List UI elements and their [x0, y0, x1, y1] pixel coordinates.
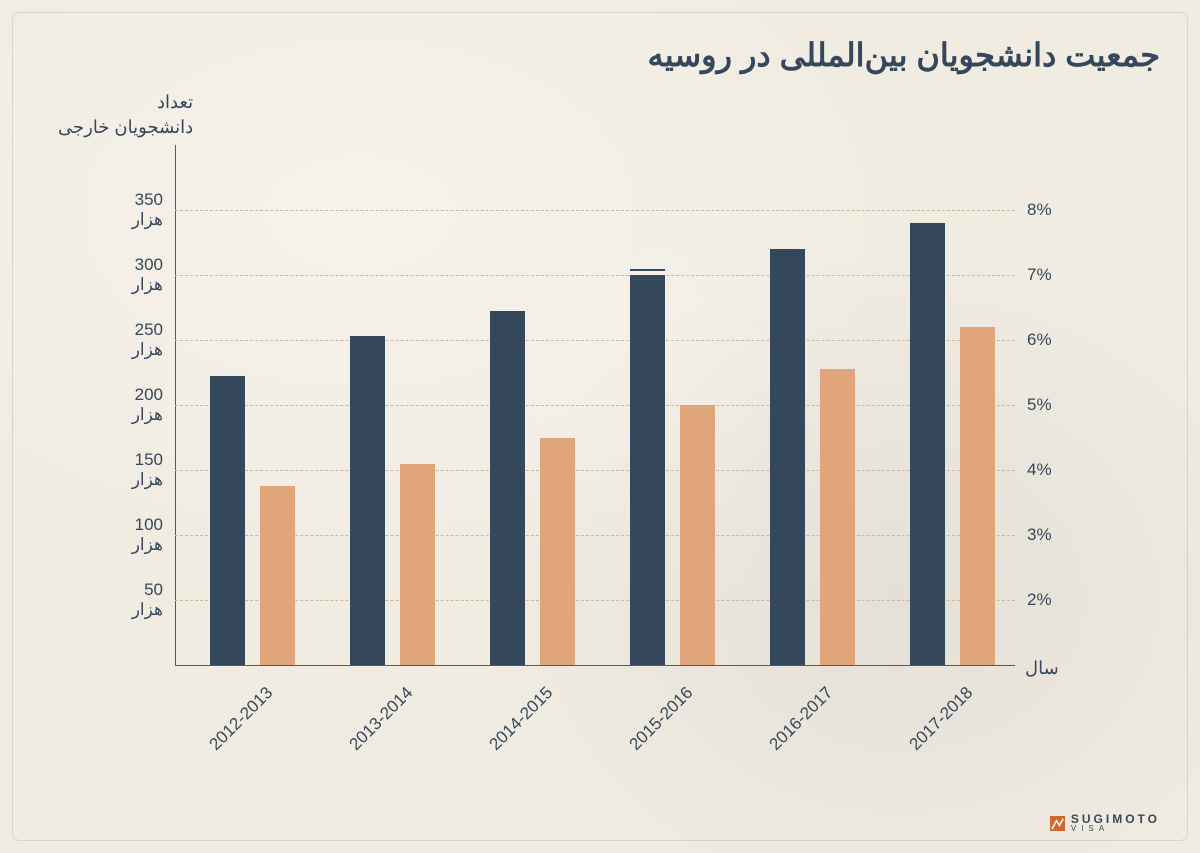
logo-text-bottom: VISA: [1071, 825, 1160, 833]
bar-count: [210, 376, 245, 665]
x-axis-title: سال: [1025, 658, 1059, 679]
y-tick-label-left: 350 هزار: [132, 190, 163, 230]
bar-chart: 50 هزار2%100 هزار3%150 هزار4%200 هزار5%2…: [175, 145, 1015, 665]
bar-percent: [960, 327, 995, 665]
logo-text: SUGIMOTO VISA: [1071, 813, 1160, 833]
chart-title: جمعیت دانشجویان بین‌المللی در روسیه: [648, 36, 1160, 74]
gridline: [175, 210, 1015, 212]
gridline: [175, 600, 1015, 602]
y-tick-label-left: 150 هزار: [132, 450, 163, 490]
bar-percent: [400, 464, 435, 666]
y-tick-label-right: 5%: [1027, 395, 1052, 415]
bar-percent: [540, 438, 575, 666]
gridline: [175, 340, 1015, 342]
bar-marker-line: [630, 269, 665, 271]
bar-percent: [680, 405, 715, 665]
y-tick-label-left: 100 هزار: [132, 515, 163, 555]
y-tick-label-left: 50 هزار: [132, 580, 163, 620]
y-tick-label-right: 7%: [1027, 265, 1052, 285]
gridline: [175, 535, 1015, 537]
y-tick-label-right: 4%: [1027, 460, 1052, 480]
gridline: [175, 470, 1015, 472]
bar-percent: [820, 369, 855, 665]
bar-count: [770, 249, 805, 665]
y-tick-label-left: 200 هزار: [132, 385, 163, 425]
gridline: [175, 275, 1015, 277]
bar-percent: [260, 486, 295, 665]
bar-count: [910, 223, 945, 665]
y-tick-label-right: 2%: [1027, 590, 1052, 610]
x-axis-baseline: [175, 665, 1015, 666]
y-axis-title: تعداد دانشجویان خارجی: [58, 90, 193, 140]
bar-count: [630, 275, 665, 665]
brand-logo: SUGIMOTO VISA: [1050, 813, 1160, 833]
y-tick-label-right: 6%: [1027, 330, 1052, 350]
y-tick-label-right: 3%: [1027, 525, 1052, 545]
bar-count: [350, 336, 385, 665]
logo-mark-icon: [1050, 816, 1065, 831]
gridline: [175, 405, 1015, 407]
y-tick-label-left: 300 هزار: [132, 255, 163, 295]
bar-count: [490, 311, 525, 665]
y-tick-label-right: 8%: [1027, 200, 1052, 220]
y-tick-label-left: 250 هزار: [132, 320, 163, 360]
page: جمعیت دانشجویان بین‌المللی در روسیه تعدا…: [0, 0, 1200, 853]
